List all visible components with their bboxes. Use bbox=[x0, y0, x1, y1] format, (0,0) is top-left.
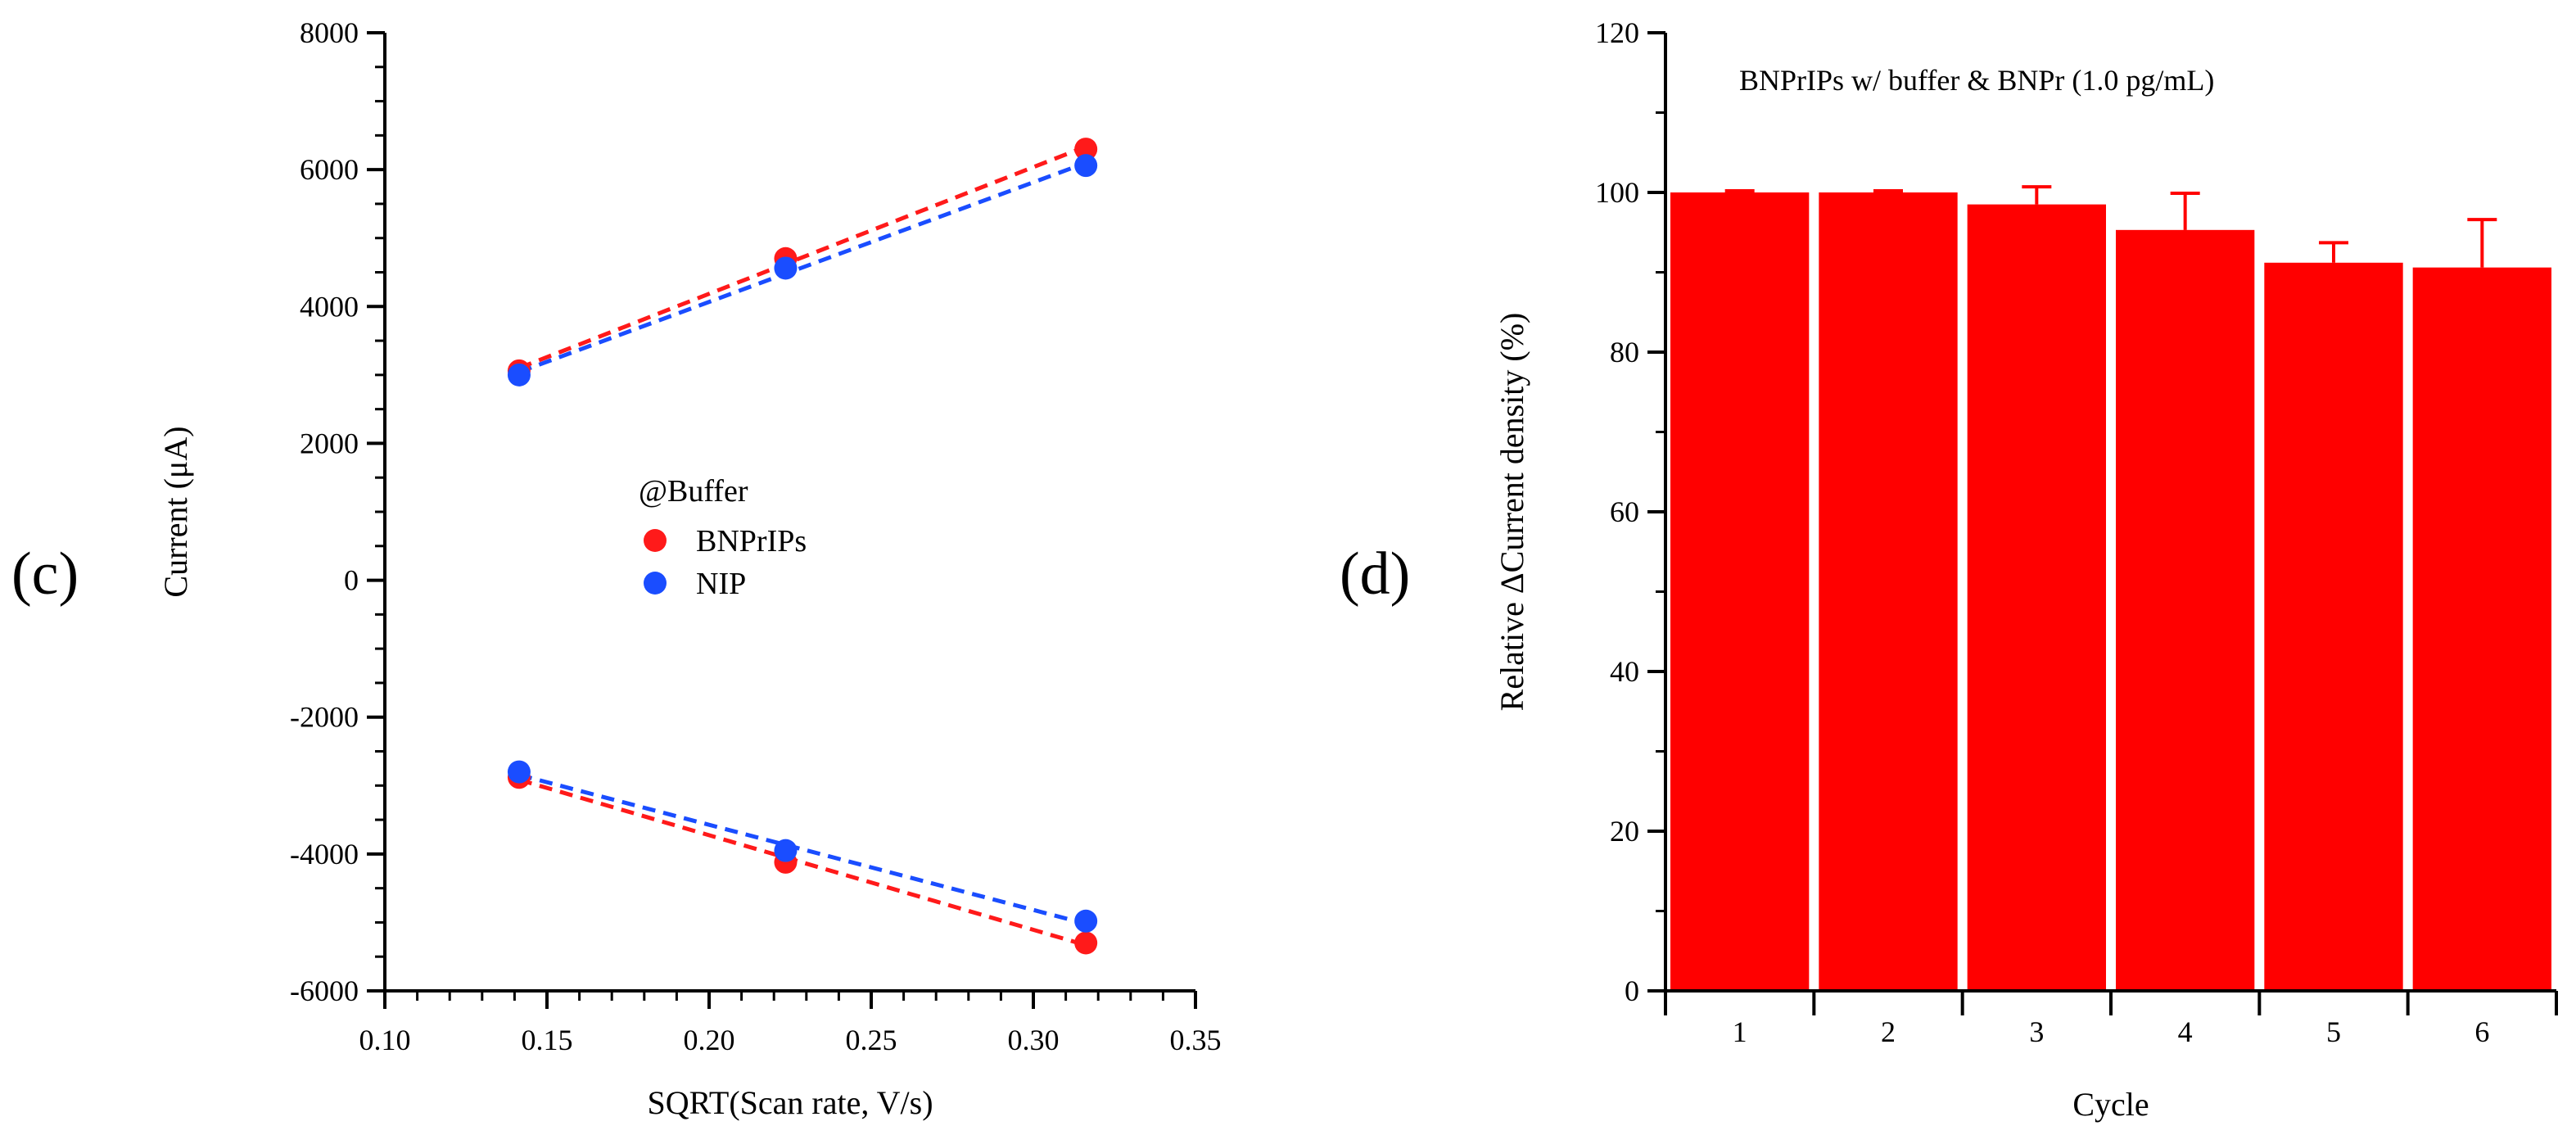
fit-line-bnprips-anodic bbox=[518, 144, 1087, 370]
y-tick-label: 2000 bbox=[300, 427, 359, 459]
bar-cycle-2 bbox=[1819, 192, 1958, 991]
data-point-nip-cathodic bbox=[1074, 909, 1098, 933]
x-tick-label: 6 bbox=[2474, 1015, 2489, 1048]
x-tick-label: 1 bbox=[1733, 1015, 1747, 1048]
panel-label-d: (d) bbox=[1340, 540, 1410, 608]
y-axis-label: Current (μA) bbox=[157, 426, 194, 597]
data-point-nip-anodic bbox=[507, 363, 531, 387]
data-point-nip-cathodic bbox=[507, 760, 531, 784]
panel-label-c: (c) bbox=[11, 540, 79, 608]
y-tick-label: 80 bbox=[1610, 336, 1639, 369]
data-point-nip-cathodic bbox=[774, 839, 798, 862]
y-tick-label: -2000 bbox=[290, 701, 359, 734]
y-tick-label: 4000 bbox=[300, 290, 359, 323]
legend-title: @Buffer bbox=[639, 474, 748, 509]
data-point-bnprips-anodic bbox=[1074, 138, 1098, 161]
x-axis-label: SQRT(Scan rate, V/s) bbox=[647, 1084, 933, 1121]
y-axis-label: Relative ΔCurrent density (%) bbox=[1494, 313, 1530, 712]
x-tick-label: 3 bbox=[2029, 1015, 2044, 1048]
chart-d: 0 20 40 60 80 100 120 1 2 3 4 5 6 Cycle Relative ΔCurr… bbox=[1340, 16, 2558, 1123]
chart-annotation: BNPrIPs w/ buffer & BNPr (1.0 pg/mL) bbox=[1739, 64, 2214, 97]
y-tick-label: 6000 bbox=[300, 153, 359, 186]
legend-marker-bnprips bbox=[644, 529, 667, 552]
x-tick-label: 5 bbox=[2326, 1015, 2341, 1048]
data-point-nip-anodic bbox=[1074, 154, 1098, 178]
legend-label-nip: NIP bbox=[696, 567, 746, 601]
bar-cycle-4 bbox=[2116, 229, 2255, 991]
legend-marker-nip bbox=[644, 572, 667, 595]
bar-cycle-1 bbox=[1670, 192, 1810, 991]
chart-c: -6000 -4000 -2000 0 2000 4000 6000 8000 0.10 0.15… bbox=[11, 16, 1222, 1121]
bar-cycle-3 bbox=[1967, 204, 2106, 991]
x-tick-label: 0.25 bbox=[846, 1024, 897, 1056]
y-tick-label: 120 bbox=[1595, 16, 1639, 49]
x-tick-label: 0.20 bbox=[684, 1024, 735, 1056]
x-axis-label: Cycle bbox=[2072, 1086, 2149, 1123]
bar-cycle-6 bbox=[2412, 267, 2551, 991]
y-tick-label: 20 bbox=[1610, 815, 1639, 848]
data-point-nip-anodic bbox=[774, 256, 798, 280]
x-tick-label: 0.30 bbox=[1008, 1024, 1060, 1056]
y-tick-label: 8000 bbox=[300, 16, 359, 49]
x-tick-label: 2 bbox=[1881, 1015, 1896, 1048]
fit-line-nip-cathodic bbox=[518, 772, 1087, 926]
y-tick-label: 60 bbox=[1610, 495, 1639, 528]
data-point-bnprips-cathodic bbox=[1074, 931, 1098, 955]
x-tick-label: 4 bbox=[2178, 1015, 2193, 1048]
x-tick-label: 0.35 bbox=[1170, 1024, 1222, 1056]
y-tick-label: -4000 bbox=[290, 838, 359, 870]
y-tick-label: 0 bbox=[1625, 974, 1639, 1007]
y-tick-label: 100 bbox=[1595, 176, 1639, 209]
bar-cycle-5 bbox=[2264, 262, 2403, 991]
y-tick-label: -6000 bbox=[290, 974, 359, 1007]
x-tick-label: 0.15 bbox=[522, 1024, 573, 1056]
y-tick-label: 0 bbox=[344, 564, 359, 597]
fit-line-bnprips-cathodic bbox=[518, 777, 1087, 947]
legend-label-bnprips: BNPrIPs bbox=[696, 524, 807, 558]
x-tick-label: 0.10 bbox=[359, 1024, 411, 1056]
fit-line-nip-anodic bbox=[518, 161, 1087, 374]
y-tick-label: 40 bbox=[1610, 655, 1639, 688]
